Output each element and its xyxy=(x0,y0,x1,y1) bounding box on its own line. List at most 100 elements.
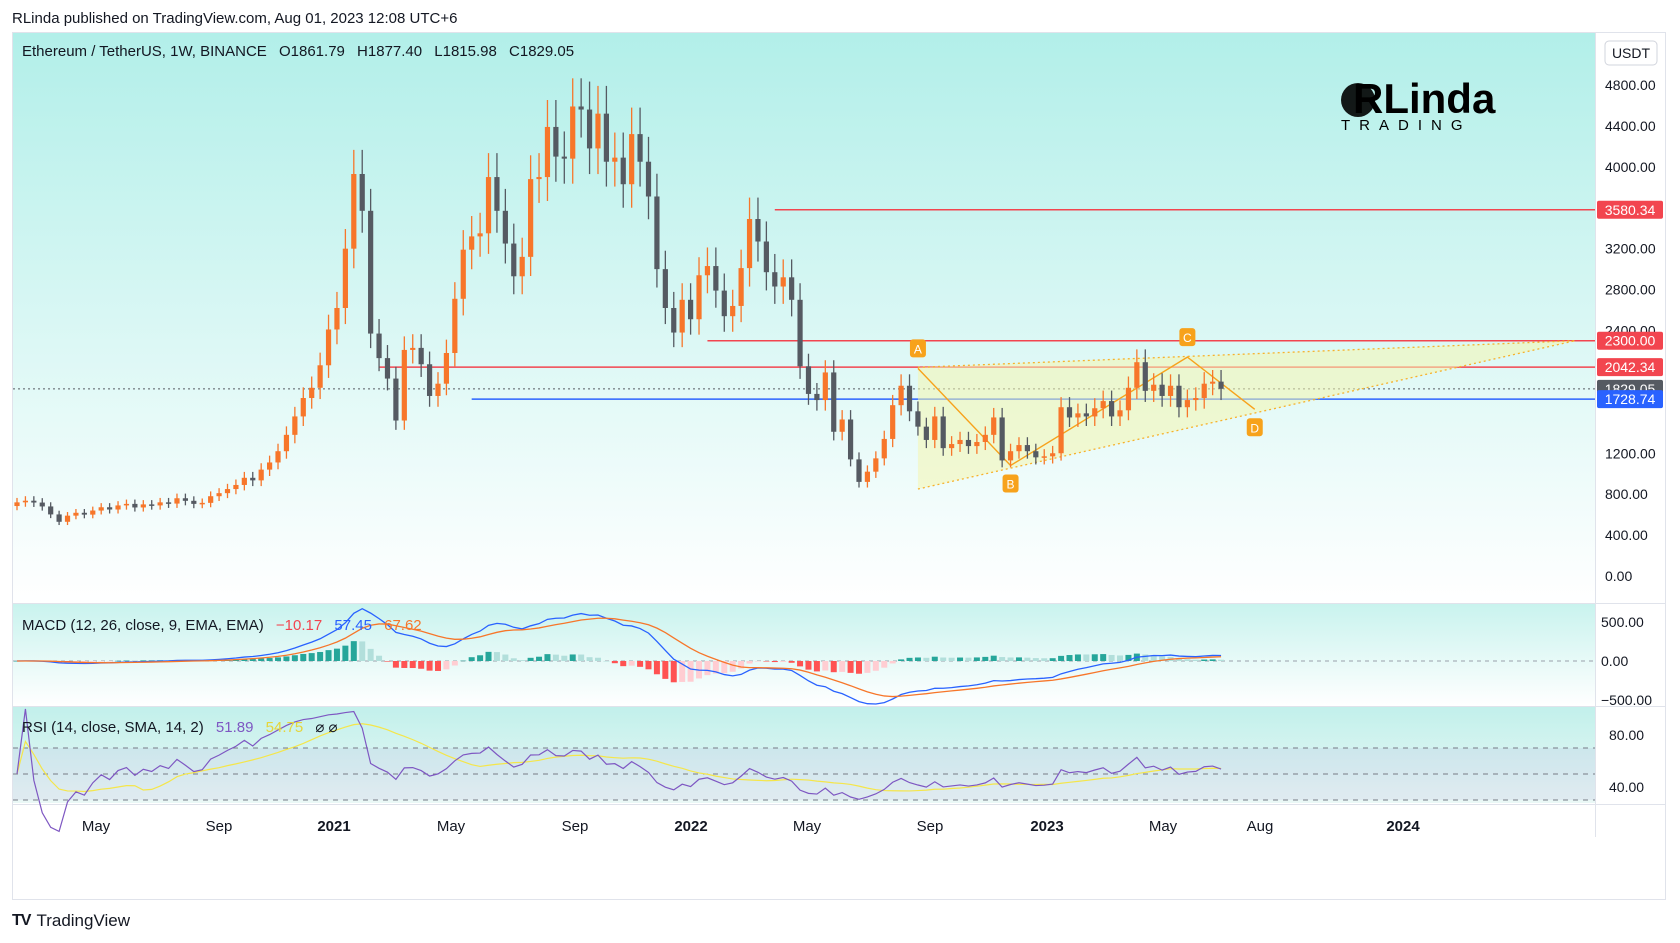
candle-body xyxy=(342,248,348,308)
macd-histogram-bar xyxy=(435,661,441,671)
macd-legend[interactable]: MACD (12, 26, close, 9, EMA, EMA) −10.17… xyxy=(22,617,422,634)
macd-histogram-bar xyxy=(662,661,669,679)
macd-histogram-bar xyxy=(990,655,997,661)
candle-body xyxy=(98,507,104,511)
symbol-legend[interactable]: Ethereum / TetherUS, 1W, BINANCE O1861.7… xyxy=(22,43,574,60)
candle-body xyxy=(376,333,382,359)
time-tick-label: Sep xyxy=(206,818,233,835)
candle-body xyxy=(317,365,323,388)
macd-histogram-bar xyxy=(468,657,475,661)
macd-histogram-bar xyxy=(982,656,989,661)
macd-histogram-bar xyxy=(594,657,601,661)
candle-body xyxy=(991,417,997,435)
candlestick-chart-svg[interactable]: A B C D 4800.00 4400.00 4000.00 3200.00 2800.00… xyxy=(13,33,1665,899)
candle-body xyxy=(258,469,264,481)
macd-histogram-bar xyxy=(544,654,551,661)
level-tag-label: 3580.34 xyxy=(1605,202,1656,218)
candle-body xyxy=(1066,407,1073,418)
rsi-sma-line xyxy=(16,723,1222,793)
candle-body xyxy=(1125,387,1132,411)
rsi-tick-label: 40.00 xyxy=(1609,779,1644,795)
macd-histogram-bar xyxy=(115,660,122,662)
candle-body xyxy=(721,290,727,317)
rsi-indicator: 80.00 40.00 xyxy=(13,708,1644,833)
candle-body xyxy=(805,366,812,394)
candle-body xyxy=(847,419,854,460)
candle-body xyxy=(275,451,281,463)
candle-body xyxy=(873,458,879,472)
time-tick-label: May xyxy=(1149,818,1178,835)
chart-title: Ethereum / TetherUS, 1W, BINANCE xyxy=(22,43,267,60)
chart-area[interactable]: A B C D 4800.00 4400.00 4000.00 3200.00 2800.00… xyxy=(12,32,1666,900)
macd-histogram-bar xyxy=(98,661,105,662)
candle-body xyxy=(1151,384,1157,391)
candle-body xyxy=(477,233,483,237)
candle-body xyxy=(165,502,172,504)
macd-histogram-bar xyxy=(1074,654,1081,661)
candle-body xyxy=(1016,445,1022,452)
macd-histogram-bar xyxy=(948,657,955,661)
candle-body xyxy=(199,502,205,505)
macd-histogram-bar xyxy=(931,656,938,661)
candle-body xyxy=(679,299,685,333)
candle-body xyxy=(123,503,130,506)
macd-histogram-bar xyxy=(738,661,745,669)
macd-histogram-bar xyxy=(578,654,585,661)
candle-body xyxy=(645,161,652,197)
rsi-legend[interactable]: RSI (14, close, SMA, 14, 2) 51.89 54.75 … xyxy=(22,719,338,736)
macd-histogram-bar xyxy=(704,661,711,676)
price-axis[interactable]: 4800.004400.004000.003200.002800.002400.… xyxy=(1605,77,1656,584)
candle-body xyxy=(494,177,500,211)
candle-body xyxy=(309,387,315,399)
macd-histogram-bar xyxy=(940,657,947,661)
candle-body xyxy=(1075,413,1081,418)
candle-body xyxy=(940,416,946,449)
pattern-labels: A B C D xyxy=(909,328,1263,493)
candles xyxy=(14,78,1224,526)
macd-histogram-bar xyxy=(359,641,366,661)
price-tick-label: 400.00 xyxy=(1605,527,1648,543)
candle-body xyxy=(56,514,62,522)
macd-histogram-bar xyxy=(754,661,761,662)
macd-histogram-bar xyxy=(249,658,256,661)
candle-body xyxy=(182,498,188,501)
candle-body xyxy=(384,358,391,379)
macd-histogram-bar xyxy=(788,661,795,663)
macd-histogram-bar xyxy=(1108,654,1115,661)
macd-histogram-bar xyxy=(611,661,618,664)
candle-body xyxy=(267,462,273,470)
macd-histogram-bar xyxy=(418,661,425,669)
macd-histogram-bar xyxy=(392,661,399,668)
price-tick-label: 0.00 xyxy=(1605,568,1632,584)
macd-histogram-bar xyxy=(1058,655,1065,661)
candle-body xyxy=(1167,385,1174,396)
candle-body xyxy=(73,512,79,516)
candle-body xyxy=(334,307,340,330)
macd-histogram-bar xyxy=(477,655,484,661)
footer-brand[interactable]: TV TradingView xyxy=(12,911,130,931)
price-tick-label: 800.00 xyxy=(1605,486,1648,502)
macd-histogram-bar xyxy=(889,661,896,664)
macd-title: MACD (12, 26, close, 9, EMA, EMA) xyxy=(22,617,264,634)
currency-badge[interactable] xyxy=(1604,40,1658,66)
candle-body xyxy=(39,502,45,507)
macd-histogram-bar xyxy=(637,661,644,667)
time-axis[interactable]: May Sep 2021 May Sep 2022 May Sep 2023 May Aug 2024 xyxy=(82,818,1421,835)
macd-histogram-bar xyxy=(830,661,837,673)
candle-body xyxy=(974,441,980,447)
macd-histogram-bar xyxy=(275,657,282,661)
macd-histogram-bar xyxy=(1083,654,1090,661)
candle-body xyxy=(469,236,475,250)
candle-body xyxy=(1007,451,1014,461)
level-tag-label: 2300.00 xyxy=(1605,333,1656,349)
level-tag-label: 1728.74 xyxy=(1605,391,1656,407)
macd-histogram-bar xyxy=(645,661,652,670)
level-tag xyxy=(1597,358,1663,377)
time-tick-label: 2021 xyxy=(317,818,350,835)
macd-histogram-bar xyxy=(729,661,736,672)
candle-body xyxy=(208,496,214,503)
candle-body xyxy=(1092,408,1098,417)
candle-body xyxy=(1142,362,1148,391)
pattern-point-badge xyxy=(1246,418,1263,437)
rsi-extra: ⌀ ⌀ xyxy=(315,719,337,736)
